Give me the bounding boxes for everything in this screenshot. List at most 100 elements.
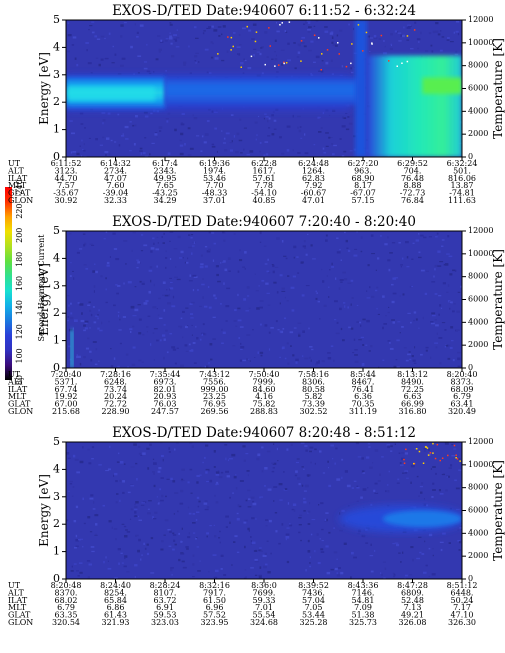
y-right-tick-label: 12000: [468, 15, 493, 24]
table-cell: 7917.: [203, 588, 226, 597]
table-cell: 53.46: [203, 174, 226, 183]
y-axis-label: Energy [eV]: [37, 263, 51, 336]
table-cell: 7699.: [253, 588, 276, 597]
y-tick-label: 1: [53, 545, 60, 558]
table-cell: 57.15: [352, 196, 375, 205]
table-cell: -60.67: [301, 189, 327, 198]
table-cell: 65.84: [104, 596, 127, 605]
y-right-tick-label: 2000: [468, 129, 488, 138]
table-cell: 247.57: [151, 407, 179, 416]
spectrogram-features: [339, 442, 462, 533]
table-cell: 321.93: [102, 618, 130, 627]
table-cell: 76.48: [401, 174, 424, 183]
table-cell: 288.83: [250, 407, 278, 416]
table-cell: 320.49: [448, 407, 476, 416]
table-cell: 6448.: [451, 588, 474, 597]
y-tick-label: 0: [53, 361, 60, 374]
y-tick-label: 3: [53, 490, 60, 503]
spectrogram: [66, 231, 462, 368]
table-cell: -35.67: [53, 189, 79, 198]
y-axis-label: Energy [eV]: [37, 474, 51, 547]
y-right-tick-label: 4000: [468, 528, 488, 537]
table-cell: 325.28: [300, 618, 328, 627]
panel-title: EXOS-D/TED Date:940607 7:20:40 - 8:20:40: [112, 214, 416, 230]
table-cell: 320.54: [52, 618, 80, 627]
table-row-label: ALT: [7, 166, 24, 175]
y-tick-label: 1: [53, 334, 60, 347]
table-cell: 215.68: [52, 407, 80, 416]
table-cell: 302.52: [300, 407, 328, 416]
table-cell: 57.61: [253, 174, 276, 183]
y-right-tick-label: 0: [468, 152, 473, 161]
table-cell: 73.39: [302, 400, 325, 409]
table-cell: 63.41: [451, 400, 474, 409]
table-cell: 82.01: [154, 385, 177, 394]
table-cell: 70.35: [352, 400, 375, 409]
table-cell: 4.16: [255, 392, 273, 401]
table-cell: 7:50:40: [249, 370, 280, 379]
table-cell: 323.95: [201, 618, 229, 627]
table-cell: 324.68: [250, 618, 278, 627]
table-cell: 68.90: [352, 174, 375, 183]
table-cell: 326.08: [399, 618, 427, 627]
table-cell: 501.: [453, 166, 471, 175]
y-tick-label: 4: [53, 462, 60, 475]
table-cell: 51.38: [352, 611, 375, 620]
table-cell: 7.57: [57, 181, 75, 190]
colorbar-tick-label: 180: [15, 252, 24, 267]
table-cell: 49.21: [401, 611, 424, 620]
y-right-tick-label: 8000: [468, 61, 488, 70]
y-right-tick-label: 8000: [468, 483, 488, 492]
table-cell: -67.07: [350, 189, 376, 198]
panel-3: EXOS-D/TED Date:940607 8:20:48 - 8:51:12…: [7, 425, 505, 627]
y-tick-label: 4: [53, 40, 60, 53]
colorbar-tick-label: 120: [15, 324, 24, 339]
table-cell: 73.74: [104, 385, 127, 394]
table-cell: 54.81: [352, 596, 375, 605]
table-cell: 53.44: [302, 611, 325, 620]
table-row-label: GLON: [8, 407, 33, 416]
table-cell: 316.80: [399, 407, 427, 416]
y-right-tick-label: 10000: [468, 249, 493, 258]
table-cell: -48.33: [202, 189, 228, 198]
table-cell: 1617.: [253, 166, 276, 175]
table-cell: 8:20:48: [51, 581, 82, 590]
colorbar-label: Second Harmonic Current: [37, 234, 46, 342]
table-cell: 30.92: [55, 196, 78, 205]
table-cell: 47.10: [451, 611, 474, 620]
table-cell: 34.29: [154, 196, 177, 205]
table-cell: 61.43: [104, 611, 127, 620]
panel-2: EXOS-D/TED Date:940607 7:20:40 - 8:20:40…: [7, 214, 505, 416]
table-cell: 50.24: [451, 596, 474, 605]
colorbar-tick-label: 140: [15, 300, 24, 315]
table-cell: 311.19: [349, 407, 377, 416]
y-tick-label: 3: [53, 279, 60, 292]
table-cell: 67.00: [55, 400, 78, 409]
table-cell: 7.17: [453, 603, 471, 612]
y-tick-label: 0: [53, 572, 60, 585]
colorbar: 80 100 120 140 160 180 200 220 240 Second Harmon…: [5, 179, 46, 385]
table-cell: 6:22:8: [251, 159, 277, 168]
table-cell: 6.36: [354, 392, 372, 401]
table-cell: 76.41: [352, 385, 375, 394]
table-row-label: GLAT: [8, 611, 31, 620]
table-cell: 80.58: [302, 385, 325, 394]
table-cell: 8:47:28: [397, 581, 428, 590]
table-row-label: UT: [8, 159, 21, 168]
y-right-tick-label: 8000: [468, 272, 488, 281]
table-cell: 59.53: [154, 611, 177, 620]
table-cell: 55.54: [253, 611, 276, 620]
y-axis-label-right: Temperature [K]: [491, 249, 505, 350]
table-cell: 8:5:44: [350, 370, 376, 379]
table-cell: 7.70: [206, 181, 224, 190]
y-tick-label: 1: [53, 123, 60, 136]
table-cell: -72.73: [400, 189, 426, 198]
y-tick-label: 2: [53, 306, 60, 319]
table-cell: 68.09: [451, 385, 474, 394]
table-row-label: UT: [8, 581, 21, 590]
table-cell: 57.04: [302, 596, 325, 605]
